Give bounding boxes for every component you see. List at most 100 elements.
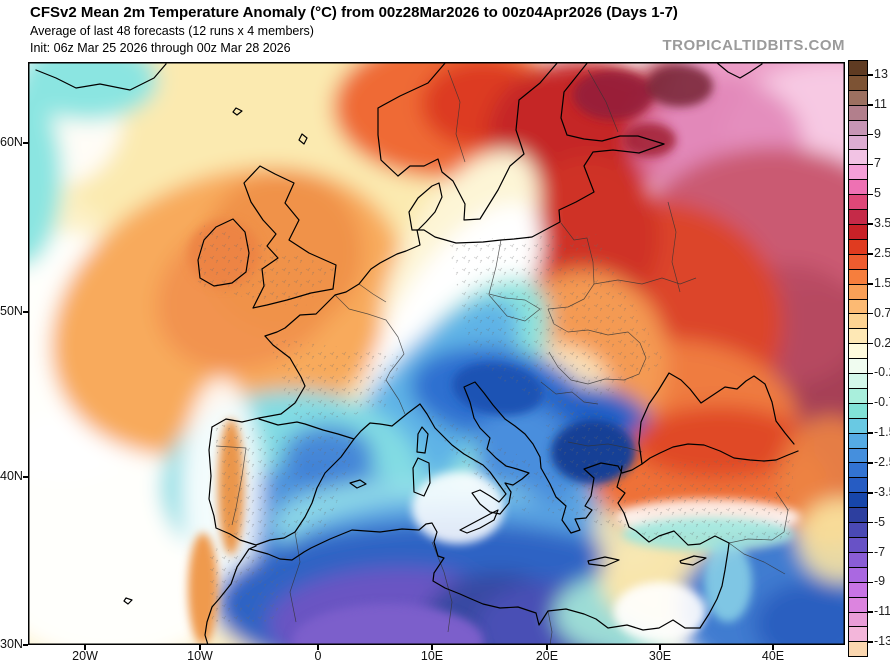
anomaly-region-syria-cold-minus3: [754, 582, 845, 645]
x-axis-label-20W: 20W: [72, 649, 98, 663]
colorbar-label--5: -5: [874, 514, 886, 529]
colorbar-segment-18: [849, 328, 867, 344]
coastline-28: [679, 555, 707, 566]
colorbar-label-0.75: 0.75: [874, 305, 890, 320]
x-axis-label-20E: 20E: [535, 649, 559, 663]
chart-title: CFSv2 Mean 2m Temperature Anomaly (°C) f…: [30, 4, 678, 21]
colorbar-label-0.25: 0.25: [874, 335, 890, 350]
county-borders-texture-5: [448, 234, 664, 420]
coastline-3: [197, 218, 250, 287]
country-border-8: [587, 69, 619, 133]
coastline-6: [397, 62, 559, 221]
colorbar-segment-28: [849, 477, 867, 493]
colorbar-segment-37: [849, 611, 867, 627]
coastline-4: [243, 165, 337, 309]
colorbar-tick--7: [868, 551, 873, 554]
coastline-7: [560, 62, 665, 145]
colorbar-segment-7: [849, 164, 867, 180]
colorbar-segment-23: [849, 402, 867, 418]
coastline-22: [628, 526, 730, 546]
colorbar-segment-16: [849, 298, 867, 314]
colorbar-label-9: 9: [874, 126, 881, 141]
x-axis-label-40E: 40E: [761, 649, 785, 663]
coastline-1: [232, 107, 243, 116]
colorbar-tick-1.5: [868, 283, 873, 285]
y-axis-tick-30N: [22, 644, 28, 646]
colorbar-segment-31: [849, 522, 867, 537]
colorbar-segment-9: [849, 194, 867, 210]
x-axis-tick-30E: [659, 645, 661, 650]
colorbar-label-5: 5: [874, 186, 881, 201]
colorbar-tick--5: [868, 521, 873, 524]
colorbar-tick-13: [868, 74, 873, 76]
colorbar-label--3.5: -3.5: [874, 484, 890, 499]
country-border-14: [215, 445, 247, 526]
watermark-tropicaltidbits: TROPICALTIDBITS.COM: [662, 37, 845, 54]
colorbar-label--0.75: -0.75: [874, 395, 890, 410]
colorbar-segment-15: [849, 283, 867, 299]
colorbar-label--7: -7: [874, 544, 886, 559]
colorbar-label-13: 13: [874, 66, 888, 81]
county-borders-texture-6: [632, 454, 794, 540]
colorbar-segment-36: [849, 596, 867, 612]
anomaly-region-algeria-cold-core-minus6: [292, 604, 484, 645]
colorbar-segment-5: [849, 134, 867, 150]
coastline-14: [249, 522, 701, 631]
coastline-0: [35, 63, 167, 91]
colorbar-segment-10: [849, 209, 867, 224]
colorbar-segment-34: [849, 566, 867, 582]
colorbar-segment-3: [849, 104, 867, 120]
colorbar-segment-29: [849, 492, 867, 508]
country-border-10: [728, 542, 786, 575]
colorbar-label--13: -13: [874, 634, 890, 649]
coastline-9: [408, 182, 443, 231]
colorbar-segment-8: [849, 179, 867, 195]
country-border-7: [447, 69, 466, 163]
colorbar-segment-0: [849, 61, 867, 75]
anomaly-region-novaya-warm-plus11: [647, 65, 713, 107]
colorbar-tick--0.75: [868, 402, 873, 405]
coastline-13: [204, 545, 257, 645]
y-axis-label-60N: 60N: [0, 135, 23, 150]
colorbar-segment-35: [849, 581, 867, 597]
coastline-18: [540, 462, 619, 534]
coastline-12: [208, 418, 355, 546]
colorbar-tick--0.25: [868, 372, 873, 375]
country-border-3: [547, 222, 595, 310]
colorbar-tick--2.5: [868, 462, 873, 464]
anomaly-region-iceland-cool-minus1: [28, 62, 158, 120]
county-borders-texture-4: [540, 392, 628, 532]
colorbar-segment-1: [849, 74, 867, 90]
anomaly-region-west-edge-cool-minus1: [28, 88, 62, 266]
colorbar-label-11: 11: [874, 96, 887, 111]
colorbar-label--2.5: -2.5: [874, 454, 890, 469]
country-border-6: [667, 201, 681, 293]
coastline-29: [715, 62, 763, 79]
colorbar-segment-25: [849, 432, 867, 448]
colorbar-segment-21: [849, 373, 867, 388]
coastline-26: [349, 479, 367, 489]
colorbar-segment-14: [849, 268, 867, 284]
colorbar-label--9: -9: [874, 574, 886, 589]
county-borders-texture-1: [268, 337, 402, 424]
colorbar-label--0.25: -0.25: [874, 365, 890, 380]
x-axis-tick-40E: [772, 645, 774, 650]
anomaly-region-kola-warm-plus9: [573, 70, 653, 120]
y-axis-tick-60N: [22, 142, 28, 144]
colorbar-segment-4: [849, 119, 867, 135]
colorbar-tick--3.5: [868, 492, 873, 494]
colorbar-tick--11: [868, 611, 873, 613]
x-axis-tick-10W: [199, 645, 201, 650]
country-border-9: [728, 491, 789, 544]
coastline-2: [298, 133, 308, 145]
coastline-11: [211, 335, 306, 428]
colorbar-segment-39: [849, 641, 867, 657]
colorbar-segment-38: [849, 626, 867, 642]
coastline-30: [123, 597, 133, 605]
y-axis-label-50N: 50N: [0, 304, 23, 319]
anomaly-region-cyrenaica-neutral: [614, 582, 706, 642]
colorbar-label--1.5: -1.5: [874, 425, 890, 440]
colorbar-segment-32: [849, 537, 867, 552]
colorbar-segment-17: [849, 313, 867, 329]
